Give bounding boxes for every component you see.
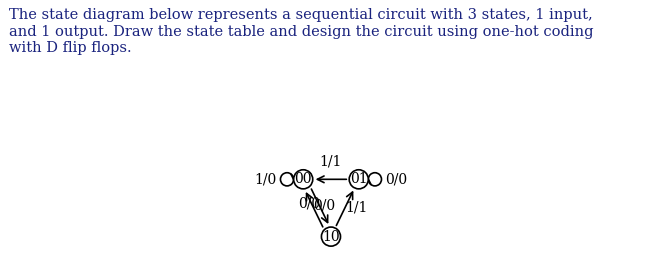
Text: 1/0: 1/0	[255, 172, 277, 186]
Text: 0/0: 0/0	[312, 199, 335, 213]
Text: The state diagram below represents a sequential circuit with 3 states, 1 input,
: The state diagram below represents a seq…	[9, 8, 593, 55]
Text: 1/1: 1/1	[320, 155, 342, 169]
Circle shape	[322, 227, 341, 246]
Circle shape	[349, 170, 368, 189]
Circle shape	[293, 170, 312, 189]
Text: 0/0: 0/0	[299, 196, 320, 210]
Text: 00: 00	[295, 172, 312, 186]
Text: 10: 10	[322, 230, 340, 244]
Text: 1/1: 1/1	[345, 201, 367, 215]
Text: 01: 01	[350, 172, 367, 186]
Text: 0/0: 0/0	[385, 172, 407, 186]
